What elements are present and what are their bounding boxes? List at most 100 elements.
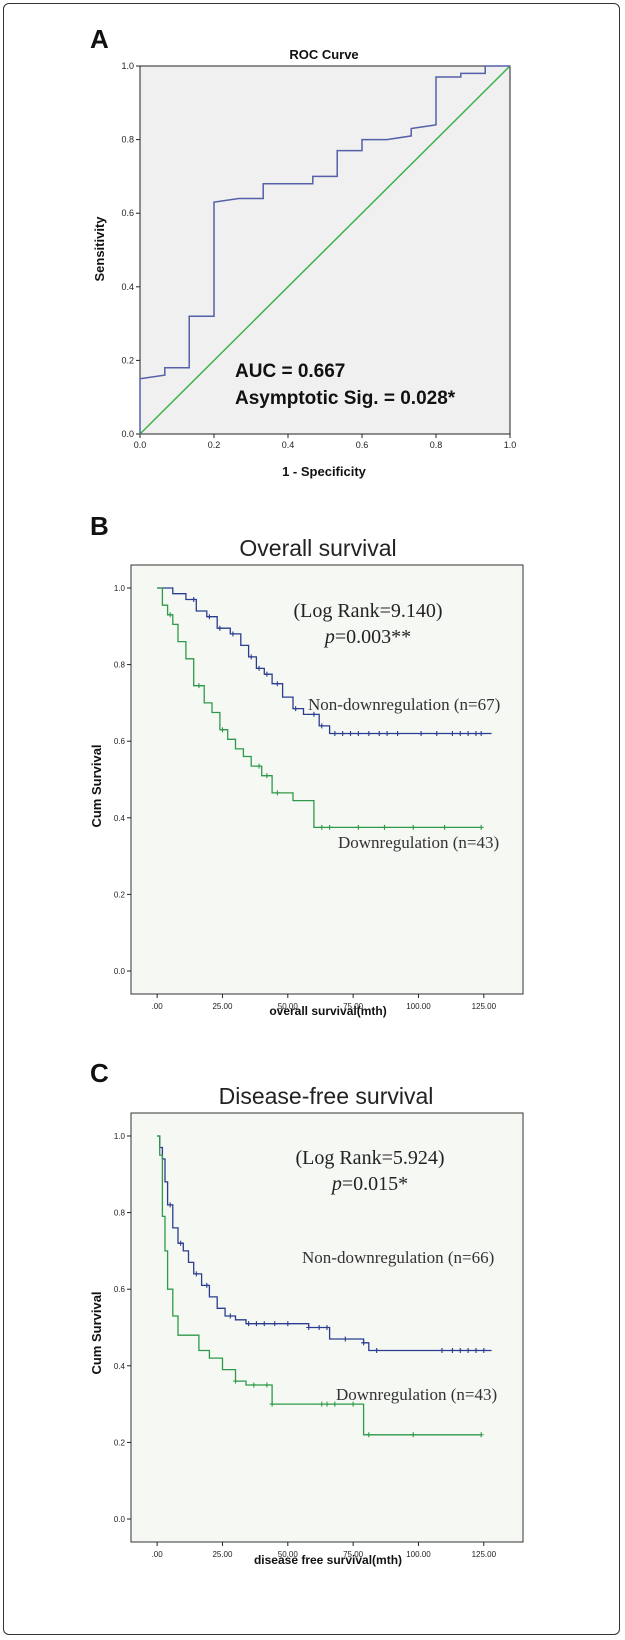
os-downregulation-censor-mark: [381, 824, 387, 830]
roc-reference-line: [139, 65, 511, 435]
dfs-non-downregulation-censor-mark: [449, 1347, 455, 1353]
auc-annotation: AUC = 0.667: [235, 361, 345, 382]
roc-x-tick-label: 0.2: [208, 440, 221, 450]
os-x-tick-label: 75.00: [343, 1002, 364, 1011]
dfs-downregulation-censor-mark: [233, 1378, 239, 1384]
os-downregulation-censor-mark: [264, 773, 270, 779]
dfs-x-tick-label: 50.00: [278, 1550, 299, 1559]
roc-x-axis-label: 1 - Specificity: [282, 464, 367, 479]
dfs-y-tick-label: 0.0: [114, 1515, 126, 1524]
roc-y-tick-label: 0.2: [121, 355, 134, 365]
dfs-non-downregulation-censor-mark: [457, 1347, 463, 1353]
os-downregulation-censor-mark: [274, 790, 280, 796]
roc-x-tick-label: 0.4: [282, 440, 295, 450]
dfs-x-tick-label: 100.00: [406, 1550, 431, 1559]
os-non-downregulation-censor-mark: [264, 671, 270, 677]
os-y-axis-label: Cum Survival: [89, 744, 104, 827]
os-non-downregulation-censor-mark: [206, 614, 212, 620]
os-p-value: p=0.003**: [323, 626, 411, 648]
roc-title: ROC Curve: [289, 47, 358, 62]
dfs-non-downregulation-censor-mark: [439, 1347, 445, 1353]
dfs-non-downregulation-censor-mark: [316, 1325, 322, 1330]
os-downregulation-censor-mark: [327, 824, 333, 830]
roc-curve-line: [139, 65, 510, 434]
os-non-downregulation-censor-mark: [248, 654, 254, 660]
dfs-non-downregulation-censor-mark: [261, 1321, 267, 1327]
dfs-non-downregulation-censor-mark: [178, 1240, 184, 1246]
dfs-y-tick-label: 0.8: [114, 1209, 126, 1218]
dfs-downregulation-censor-mark: [251, 1382, 257, 1388]
os-legend-downregulation: Downregulation (n=43): [338, 833, 499, 852]
dfs-non-downregulation-censor-mark: [306, 1325, 312, 1330]
os-non-downregulation-censor-mark: [395, 731, 401, 737]
dfs-non-downregulation-censor-mark: [167, 1202, 173, 1208]
roc-x-tick-label: 0.6: [356, 440, 369, 450]
os-y-tick-label: 0.6: [114, 737, 126, 746]
panel-label-c: C: [90, 1058, 109, 1088]
dfs-non-downregulation-censor-mark: [285, 1321, 291, 1327]
roc-x-tick-label: 0.0: [134, 440, 147, 450]
dfs-title: Disease-free survival: [219, 1083, 434, 1109]
dfs-y-tick-label: 0.2: [114, 1438, 126, 1447]
dfs-p-value: p=0.015*: [330, 1173, 408, 1195]
os-non-downregulation-censor-mark: [384, 731, 390, 737]
os-non-downregulation-censor-mark: [311, 711, 317, 717]
os-x-tick-label: 25.00: [212, 1002, 233, 1011]
roc-y-tick-label: 1.0: [121, 61, 134, 71]
os-downregulation-curve: [157, 587, 482, 829]
os-non-downregulation-censor-mark: [418, 731, 424, 737]
os-non-downregulation-censor-mark: [230, 631, 236, 637]
os-non-downregulation-censor-mark: [434, 731, 440, 737]
significance-annotation: Asymptotic Sig. = 0.028*: [235, 388, 456, 409]
os-non-downregulation-censor-mark: [340, 731, 346, 737]
dfs-plot-area: [130, 1112, 524, 1543]
dfs-log-rank: (Log Rank=5.924): [295, 1147, 444, 1169]
dfs-downregulation-censor-mark: [350, 1401, 356, 1407]
roc-y-tick-label: 0.6: [121, 208, 134, 218]
dfs-downregulation-censor-mark: [410, 1432, 416, 1438]
os-x-tick-label: 125.00: [472, 1002, 497, 1011]
os-non-downregulation-censor-mark: [355, 731, 361, 737]
os-title: Overall survival: [239, 535, 396, 561]
os-non-downregulation-censor-mark: [274, 681, 280, 687]
roc-y-tick-label: 0.4: [121, 282, 134, 292]
dfs-y-axis-label: Cum Survival: [89, 1291, 104, 1374]
os-non-downregulation-censor-mark: [478, 731, 484, 737]
os-non-downregulation-censor-mark: [473, 731, 479, 737]
os-x-axis-label: overall survival(mth): [269, 1004, 386, 1018]
os-log-rank: (Log Rank=9.140): [293, 600, 442, 622]
roc-x-tick-label: 0.8: [430, 440, 443, 450]
panel-label-a: A: [90, 24, 109, 54]
os-downregulation-censor-mark: [256, 763, 262, 769]
os-non-downregulation-censor-mark: [293, 706, 299, 712]
dfs-non-downregulation-censor-mark: [481, 1347, 487, 1353]
dfs-downregulation-censor-mark: [264, 1382, 270, 1388]
os-non-downregulation-censor-mark: [332, 731, 338, 737]
roc-y-tick-label: 0.0: [121, 429, 134, 439]
panel-label-b: B: [90, 511, 109, 541]
dfs-downregulation-censor-mark: [324, 1401, 330, 1407]
dfs-downregulation-curve: [157, 1135, 482, 1436]
dfs-non-downregulation-censor-mark: [374, 1347, 380, 1353]
dfs-non-downregulation-censor-mark: [465, 1347, 471, 1353]
dfs-non-downregulation-censor-mark: [361, 1340, 367, 1346]
os-downregulation-censor-mark: [478, 824, 484, 830]
os-x-tick-label: .00: [152, 1002, 164, 1011]
os-downregulation-censor-mark: [410, 824, 416, 830]
roc-y-tick-label: 0.8: [121, 135, 134, 145]
roc-x-tick-label: 1.0: [504, 440, 517, 450]
os-non-downregulation-censor-mark: [449, 731, 455, 737]
dfs-legend-non-downregulation: Non-downregulation (n=66): [302, 1248, 494, 1267]
os-plot-area: [130, 564, 524, 995]
dfs-non-downregulation-censor-mark: [204, 1282, 210, 1288]
os-y-tick-label: 1.0: [114, 584, 126, 593]
os-downregulation-censor-mark: [196, 683, 202, 689]
os-downregulation-censor-mark: [442, 824, 448, 830]
figure-border: [3, 3, 620, 1635]
dfs-y-tick-label: 1.0: [114, 1132, 126, 1141]
dfs-downregulation-censor-mark: [332, 1401, 338, 1407]
os-non-downregulation-censor-mark: [366, 731, 372, 737]
os-y-tick-label: 0.2: [114, 890, 126, 899]
dfs-x-tick-label: 75.00: [343, 1550, 364, 1559]
os-non-downregulation-censor-mark: [348, 731, 354, 737]
